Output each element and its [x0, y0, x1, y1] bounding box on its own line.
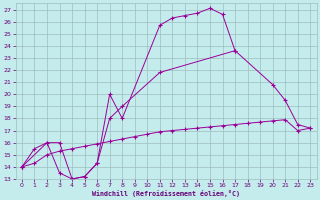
- X-axis label: Windchill (Refroidissement éolien,°C): Windchill (Refroidissement éolien,°C): [92, 190, 240, 197]
